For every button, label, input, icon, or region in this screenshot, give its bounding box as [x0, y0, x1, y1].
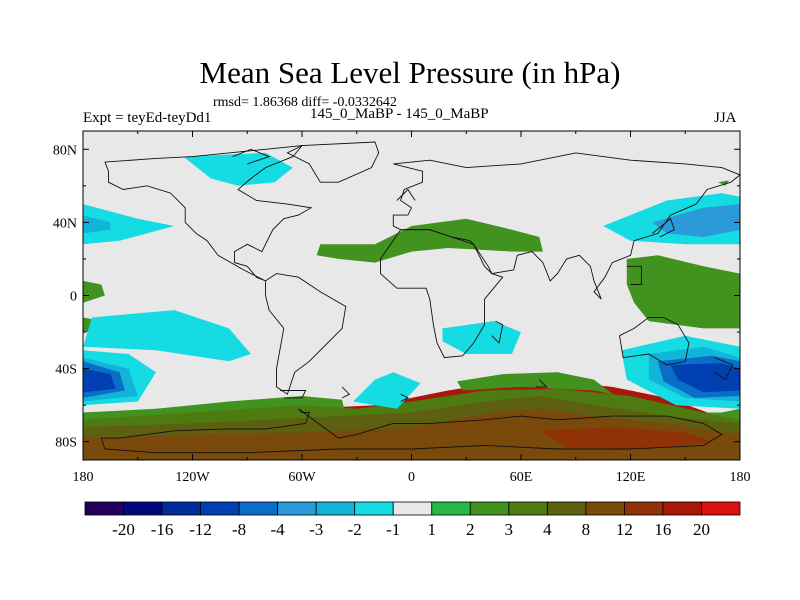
x-tick-label: 0 [408, 470, 415, 485]
colorbar-swatch [431, 501, 471, 516]
coastline [392, 152, 740, 300]
colorbar-label: 1 [428, 520, 437, 539]
colorbar-swatch [161, 501, 201, 516]
contour-region [670, 363, 740, 393]
colorbar-label: -16 [151, 520, 174, 539]
coastline [286, 141, 380, 183]
x-tick-label: 180 [730, 470, 751, 485]
y-tick-label: 40S [55, 363, 77, 378]
coastline [714, 357, 734, 381]
coastline [380, 229, 504, 359]
colorbar-swatch [123, 501, 163, 516]
y-tick-label: 80N [53, 143, 77, 158]
colorbar-swatch [508, 501, 548, 516]
period-label: 145_0_MaBP - 145_0_MaBP [310, 106, 489, 122]
y-tick-label: 0 [70, 290, 77, 305]
experiment-label: Expt = teyEd-teyDd1 [83, 110, 212, 126]
colorbar-swatch [701, 501, 741, 516]
season-label: JJA [714, 110, 737, 126]
colorbar-swatch [315, 501, 356, 516]
contour-region [83, 280, 105, 303]
coastline [626, 265, 642, 285]
coastline [652, 217, 675, 238]
contour-region [183, 152, 293, 186]
colorbar-swatch [200, 501, 240, 516]
coastline [341, 386, 351, 399]
coastline [396, 188, 416, 201]
colorbar-swatch [624, 501, 664, 516]
y-tick-label: 80S [55, 436, 77, 451]
coastline [491, 320, 504, 344]
contour-region [83, 310, 251, 362]
chart-title: Mean Sea Level Pressure (in hPa) [199, 55, 621, 90]
contour-region [626, 255, 740, 329]
stats-label: rmsd= 1.86368 diff= -0.0332642 [213, 95, 397, 110]
colorbar-swatch [662, 501, 702, 516]
coastline [280, 390, 307, 399]
coastline [232, 148, 271, 165]
colorbar-label: -20 [112, 520, 135, 539]
colorbar-label: -1 [386, 520, 400, 539]
axes: 180 120W 60W 0 60E 120E 180 80N 40N 0 40S 80S [53, 131, 751, 485]
colorbar-label: -4 [271, 520, 286, 539]
colorbar-label: 4 [543, 520, 552, 539]
colorbar-swatch [546, 501, 587, 516]
contour-regions [83, 152, 740, 460]
x-tick-label: 60E [510, 470, 533, 485]
x-tick-label: 120W [175, 470, 210, 485]
colorbar-label: 3 [505, 520, 514, 539]
colorbar-swatch [469, 501, 510, 516]
coastline [619, 316, 690, 366]
contour-region [539, 427, 713, 449]
colorbar-swatch [354, 501, 394, 516]
colorbar-swatch [84, 501, 124, 516]
contour-region [316, 218, 543, 263]
contour-region [83, 215, 111, 234]
colorbar-label: 20 [693, 520, 710, 539]
coastlines [100, 141, 740, 454]
x-tick-label: 60W [288, 470, 316, 485]
coastline [400, 393, 409, 402]
colorbar-label: -8 [232, 520, 246, 539]
colorbar-label: -2 [348, 520, 362, 539]
colorbar-label: 16 [654, 520, 671, 539]
contour-region [718, 180, 729, 186]
colorbar-label: 8 [582, 520, 591, 539]
x-tick-label: 120E [616, 470, 646, 485]
coastline [100, 408, 723, 454]
coastline [104, 145, 347, 395]
y-tick-label: 40N [53, 216, 77, 231]
colorbar-label: 2 [466, 520, 475, 539]
colorbar-label: 12 [616, 520, 633, 539]
colorbar-label: -3 [309, 520, 323, 539]
colorbar-label: -12 [189, 520, 212, 539]
contour-region [83, 204, 175, 245]
contour-region [83, 368, 116, 393]
colorbar-swatch [585, 501, 625, 516]
x-tick-label: 180 [73, 470, 94, 485]
colorbar-swatch [392, 501, 433, 516]
colorbar-swatch [238, 501, 279, 516]
colorbar: -20 -16 -12 -8 -4 -3 -2 -1 1 2 3 4 8 12 16 20 [84, 501, 741, 539]
colorbar-swatch [277, 501, 317, 516]
coastline [535, 379, 548, 388]
